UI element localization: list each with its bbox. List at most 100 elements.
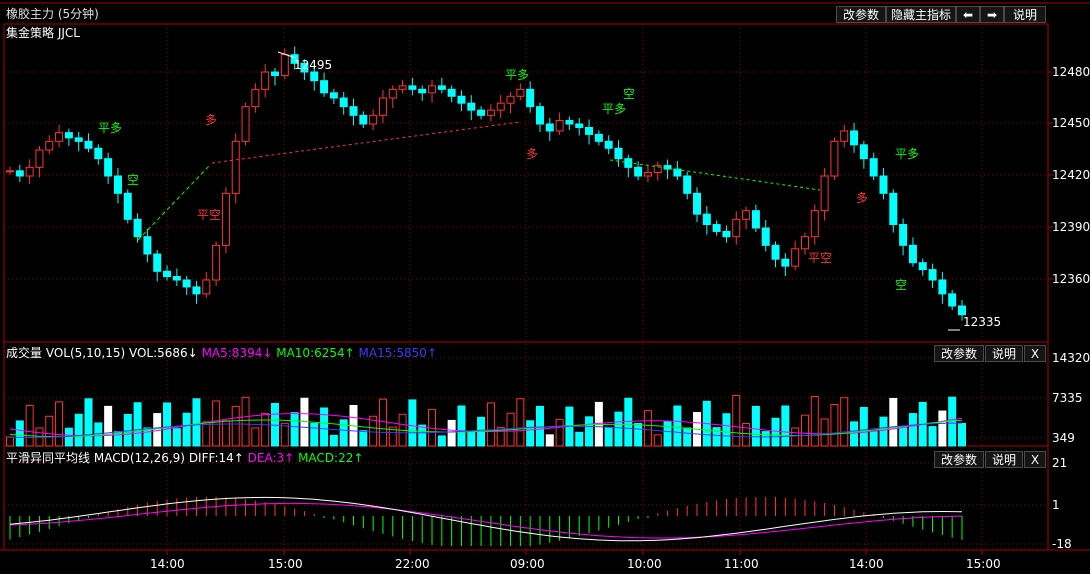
macd-label: 平滑异同平均线 xyxy=(6,451,91,465)
volume-panel-label: 成交量 VOL(5,10,15) VOL:5686↓ MA5:8394↓ MA1… xyxy=(6,345,437,361)
candle-body xyxy=(221,192,230,246)
volume-bar xyxy=(329,434,338,447)
candle-body xyxy=(761,227,770,246)
candle-body xyxy=(378,97,387,116)
volume-bar xyxy=(683,427,692,447)
volume-bar xyxy=(104,405,113,447)
volume-bar xyxy=(496,427,505,447)
candle-body xyxy=(25,166,34,177)
candle-body xyxy=(261,71,270,90)
time-tick: 11:00 xyxy=(724,557,759,571)
volume-bar xyxy=(457,405,466,447)
candle-body xyxy=(182,279,191,288)
volume-label: 成交量 xyxy=(6,346,43,360)
contract-title: 橡胶主力 (5分钟) xyxy=(6,7,99,21)
candle-body xyxy=(231,140,240,194)
volume-bar xyxy=(369,415,378,447)
prev-arrow-icon[interactable]: ⬅ xyxy=(956,6,980,23)
candle-body xyxy=(516,88,525,97)
volume-bar xyxy=(6,436,14,447)
candle-body xyxy=(6,170,14,173)
volume-bar xyxy=(437,435,446,447)
candle-body xyxy=(859,144,868,160)
volume-bar xyxy=(516,398,525,447)
macd-help-button[interactable]: 说明 xyxy=(985,451,1023,468)
candle-body xyxy=(800,236,809,250)
volume-bar xyxy=(673,405,682,447)
candle-body xyxy=(722,230,731,238)
candle-body xyxy=(958,305,966,316)
volume-bar xyxy=(192,398,201,447)
macd-tick: 1 xyxy=(1052,498,1060,512)
candle-body xyxy=(869,158,878,177)
macd-name: MACD(12,26,9) xyxy=(93,451,185,465)
main-params-button[interactable]: 改参数 xyxy=(836,6,886,23)
candle-body xyxy=(418,88,427,94)
volume-bar xyxy=(84,398,93,447)
candle-body xyxy=(496,102,505,111)
signal-duo: 多 xyxy=(526,147,539,161)
low-price-annotation: 12335 xyxy=(963,315,1002,329)
macd-close-button[interactable]: X xyxy=(1024,451,1046,468)
candle-body xyxy=(143,236,152,255)
candle-body xyxy=(251,88,260,108)
volume-bar xyxy=(221,420,230,447)
volume-bar xyxy=(850,421,859,447)
volume-bar xyxy=(388,426,397,447)
candle-body xyxy=(163,270,172,278)
ma5-value: MA5:8394↓ xyxy=(201,346,273,360)
candle-body xyxy=(683,175,692,194)
volume-bar xyxy=(751,405,760,447)
candle-body xyxy=(300,62,309,73)
candle-body xyxy=(634,166,643,177)
candle-body xyxy=(428,85,437,94)
candle-body xyxy=(918,262,927,271)
volume-bar xyxy=(467,430,476,447)
volume-bar xyxy=(869,431,878,447)
volume-bar xyxy=(241,396,250,447)
vol-value: VOL:5686↓ xyxy=(128,346,198,360)
candle-body xyxy=(398,85,407,90)
time-tick: 10:00 xyxy=(627,557,662,571)
candle-body xyxy=(290,54,299,64)
volume-bar xyxy=(938,410,947,447)
signal-kong: 空 xyxy=(895,278,908,292)
candle-body xyxy=(742,210,751,220)
volume-help-button[interactable]: 说明 xyxy=(985,345,1023,362)
volume-bar xyxy=(555,418,564,447)
signal-duo: 多 xyxy=(205,113,218,127)
candle-body xyxy=(329,92,338,99)
price-tick: 12450 xyxy=(1052,116,1090,130)
candle-body xyxy=(310,71,319,82)
time-tick: 15:00 xyxy=(268,557,303,571)
volume-close-button[interactable]: X xyxy=(1024,345,1046,362)
candle-body xyxy=(55,132,64,142)
candle-body xyxy=(192,286,201,295)
ma15-value: MA15:5850↑ xyxy=(358,346,437,360)
volume-bar xyxy=(889,397,898,447)
candle-body xyxy=(74,137,83,142)
volume-bar xyxy=(899,426,908,447)
candle-body xyxy=(948,293,957,307)
candle-body xyxy=(614,147,623,160)
candle-body xyxy=(437,85,446,90)
candle-body xyxy=(280,54,289,76)
candle-body xyxy=(526,88,535,108)
candle-body xyxy=(781,258,790,267)
candle-body xyxy=(535,106,544,125)
main-help-button[interactable]: 说明 xyxy=(1004,6,1046,23)
macd-params-button[interactable]: 改参数 xyxy=(934,451,984,468)
candle-body xyxy=(339,97,348,108)
volume-bar xyxy=(879,416,888,447)
next-arrow-icon[interactable]: ➡ xyxy=(980,6,1004,23)
hide-main-indicator-button[interactable]: 隐藏主指标 xyxy=(886,6,956,23)
macd-tick: 21 xyxy=(1052,456,1068,470)
volume-params-button[interactable]: 改参数 xyxy=(934,345,984,362)
dea-value: DEA:3↑ xyxy=(247,451,295,465)
candle-body xyxy=(820,175,829,212)
candle-body xyxy=(938,279,947,295)
volume-bar xyxy=(290,412,299,447)
diff-value: DIFF:14↑ xyxy=(188,451,244,465)
candle-body xyxy=(555,120,564,132)
